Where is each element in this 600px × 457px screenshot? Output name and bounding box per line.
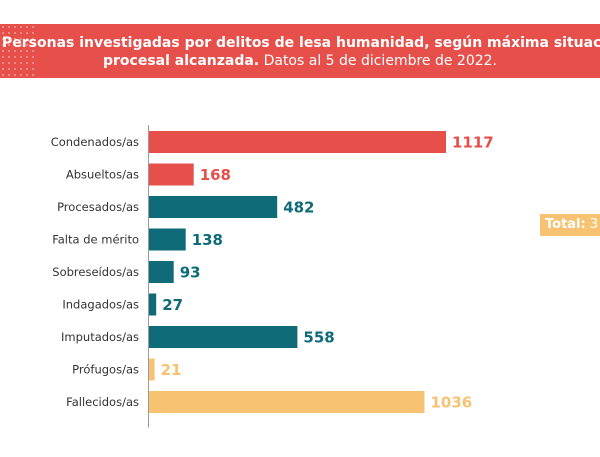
- value-label-absueltos-as: 168: [200, 166, 231, 184]
- bar-falta-de-merito: [149, 228, 186, 251]
- dot-pattern: [0, 24, 38, 78]
- category-label-absueltos-as: Absueltos/as: [66, 168, 139, 182]
- bar-indagados-as: [149, 293, 157, 316]
- value-label-indagados-as: 27: [162, 296, 183, 314]
- bar-procesados-as: [149, 196, 278, 218]
- bar-fallecidos-as: [149, 391, 425, 413]
- category-label-sobreseidos-as: Sobreseídos/as: [52, 265, 139, 279]
- bar-sobreseidos-as: [149, 261, 174, 283]
- subtitle-bold: procesal alcanzada.: [102, 53, 260, 69]
- category-label-condenados-as: Condenados/as: [51, 135, 139, 149]
- bar-imputados-as: [149, 326, 298, 348]
- category-label-procesados-as: Procesados/as: [57, 200, 139, 214]
- category-label-fallecidos-as: Fallecidos/as: [66, 395, 139, 409]
- category-label-falta-de-merito: Falta de mérito: [52, 233, 139, 247]
- total-value: 3: [589, 217, 599, 232]
- value-label-condenados-as: 1117: [452, 134, 494, 152]
- chart-title: Personas investigadas por delitos de les…: [2, 35, 600, 51]
- subtitle-date: Datos al 5 de diciembre de 2022.: [263, 53, 498, 69]
- title-banner: Personas investigadas por delitos de les…: [0, 24, 600, 78]
- bar-condenados-as: [149, 131, 446, 153]
- value-label-procesados-as: 482: [283, 199, 314, 217]
- value-label-imputados-as: 558: [303, 329, 334, 347]
- chart-subtitle: procesal alcanzada. Datos al 5 de diciem…: [0, 52, 600, 70]
- total-badge: Total: 3: [540, 214, 600, 236]
- value-label-sobreseidos-as: 93: [180, 264, 201, 282]
- total-label: Total:: [545, 217, 586, 232]
- category-label-indagados-as: Indagados/as: [62, 298, 139, 312]
- category-label-imputados-as: Imputados/as: [61, 330, 139, 344]
- category-label-profugos-as: Prófugos/as: [72, 363, 139, 377]
- value-label-falta-de-merito: 138: [192, 231, 223, 249]
- bar-profugos-as: [149, 358, 155, 381]
- bar-absueltos-as: [149, 163, 194, 186]
- value-label-profugos-as: 21: [161, 361, 182, 379]
- value-label-fallecidos-as: 1036: [431, 394, 473, 412]
